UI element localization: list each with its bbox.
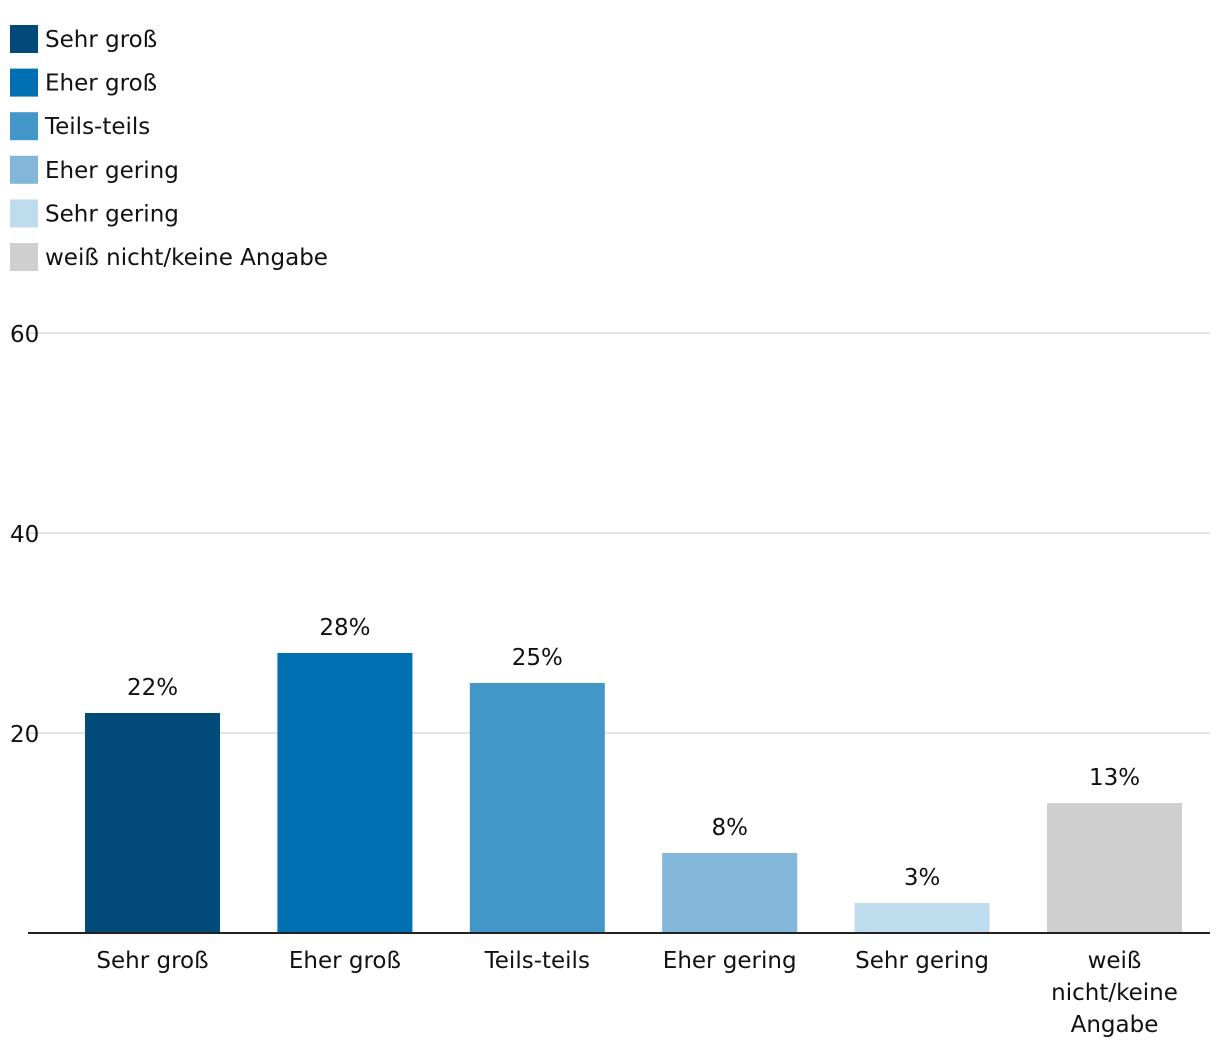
- legend-swatch: [10, 243, 38, 271]
- x-tick-label: Eher gering: [663, 948, 797, 974]
- x-tick-label-line: weiß: [1088, 948, 1142, 974]
- legend-swatch: [10, 199, 38, 228]
- y-tick-label: 60: [10, 322, 39, 348]
- data-label: 3%: [904, 865, 941, 891]
- legend-label: Eher groß: [45, 71, 157, 97]
- legend-label: Eher gering: [45, 158, 179, 184]
- legend-label: Sehr groß: [45, 27, 157, 53]
- x-tick-label: Teils-teils: [484, 948, 590, 974]
- x-tick-label-line: Sehr groß: [96, 948, 208, 974]
- x-tick-label: Sehr groß: [96, 948, 208, 974]
- data-label: 25%: [512, 645, 563, 671]
- bar: [662, 853, 798, 933]
- x-tick-label-line: Angabe: [1071, 1012, 1159, 1038]
- x-tick-label-line: nicht/keine: [1051, 980, 1178, 1006]
- data-label: 22%: [127, 675, 178, 701]
- x-tick-label-line: Eher gering: [663, 948, 797, 974]
- bar: [277, 653, 413, 933]
- x-tick-label-line: Teils-teils: [484, 948, 590, 974]
- legend-swatch: [10, 155, 38, 184]
- y-tick-label: 40: [10, 522, 39, 548]
- bar: [854, 903, 990, 933]
- legend-swatch: [10, 25, 38, 53]
- x-tick-label: weiß nicht/keine Angabe: [1051, 948, 1178, 1038]
- x-tick-label: Sehr gering: [855, 948, 989, 974]
- legend-swatch: [10, 68, 38, 97]
- chart-legend: Sehr groß Eher groß Teils-teils Eher gering…: [10, 25, 328, 271]
- bar: [85, 713, 220, 933]
- legend-label: weiß nicht/keine Angabe: [45, 245, 328, 271]
- data-label: 28%: [319, 615, 370, 641]
- bar: [1047, 803, 1182, 933]
- data-label: 8%: [711, 815, 748, 841]
- legend-label: Sehr gering: [45, 201, 179, 227]
- legend-label: Teils-teils: [44, 114, 150, 140]
- data-label: 13%: [1089, 765, 1140, 791]
- labels: 22% Sehr groß 28% Eher groß 25% Teils-teils 8%…: [96, 615, 1177, 1038]
- y-tick-label: 20: [10, 722, 39, 748]
- grid-lines: 20 40 60: [10, 322, 1210, 748]
- bar: [469, 683, 605, 933]
- x-tick-label: Eher groß: [289, 948, 401, 974]
- x-tick-label-line: Eher groß: [289, 948, 401, 974]
- bars: [85, 653, 1182, 933]
- x-tick-label-line: Sehr gering: [855, 948, 989, 974]
- legend-swatch: [10, 112, 38, 141]
